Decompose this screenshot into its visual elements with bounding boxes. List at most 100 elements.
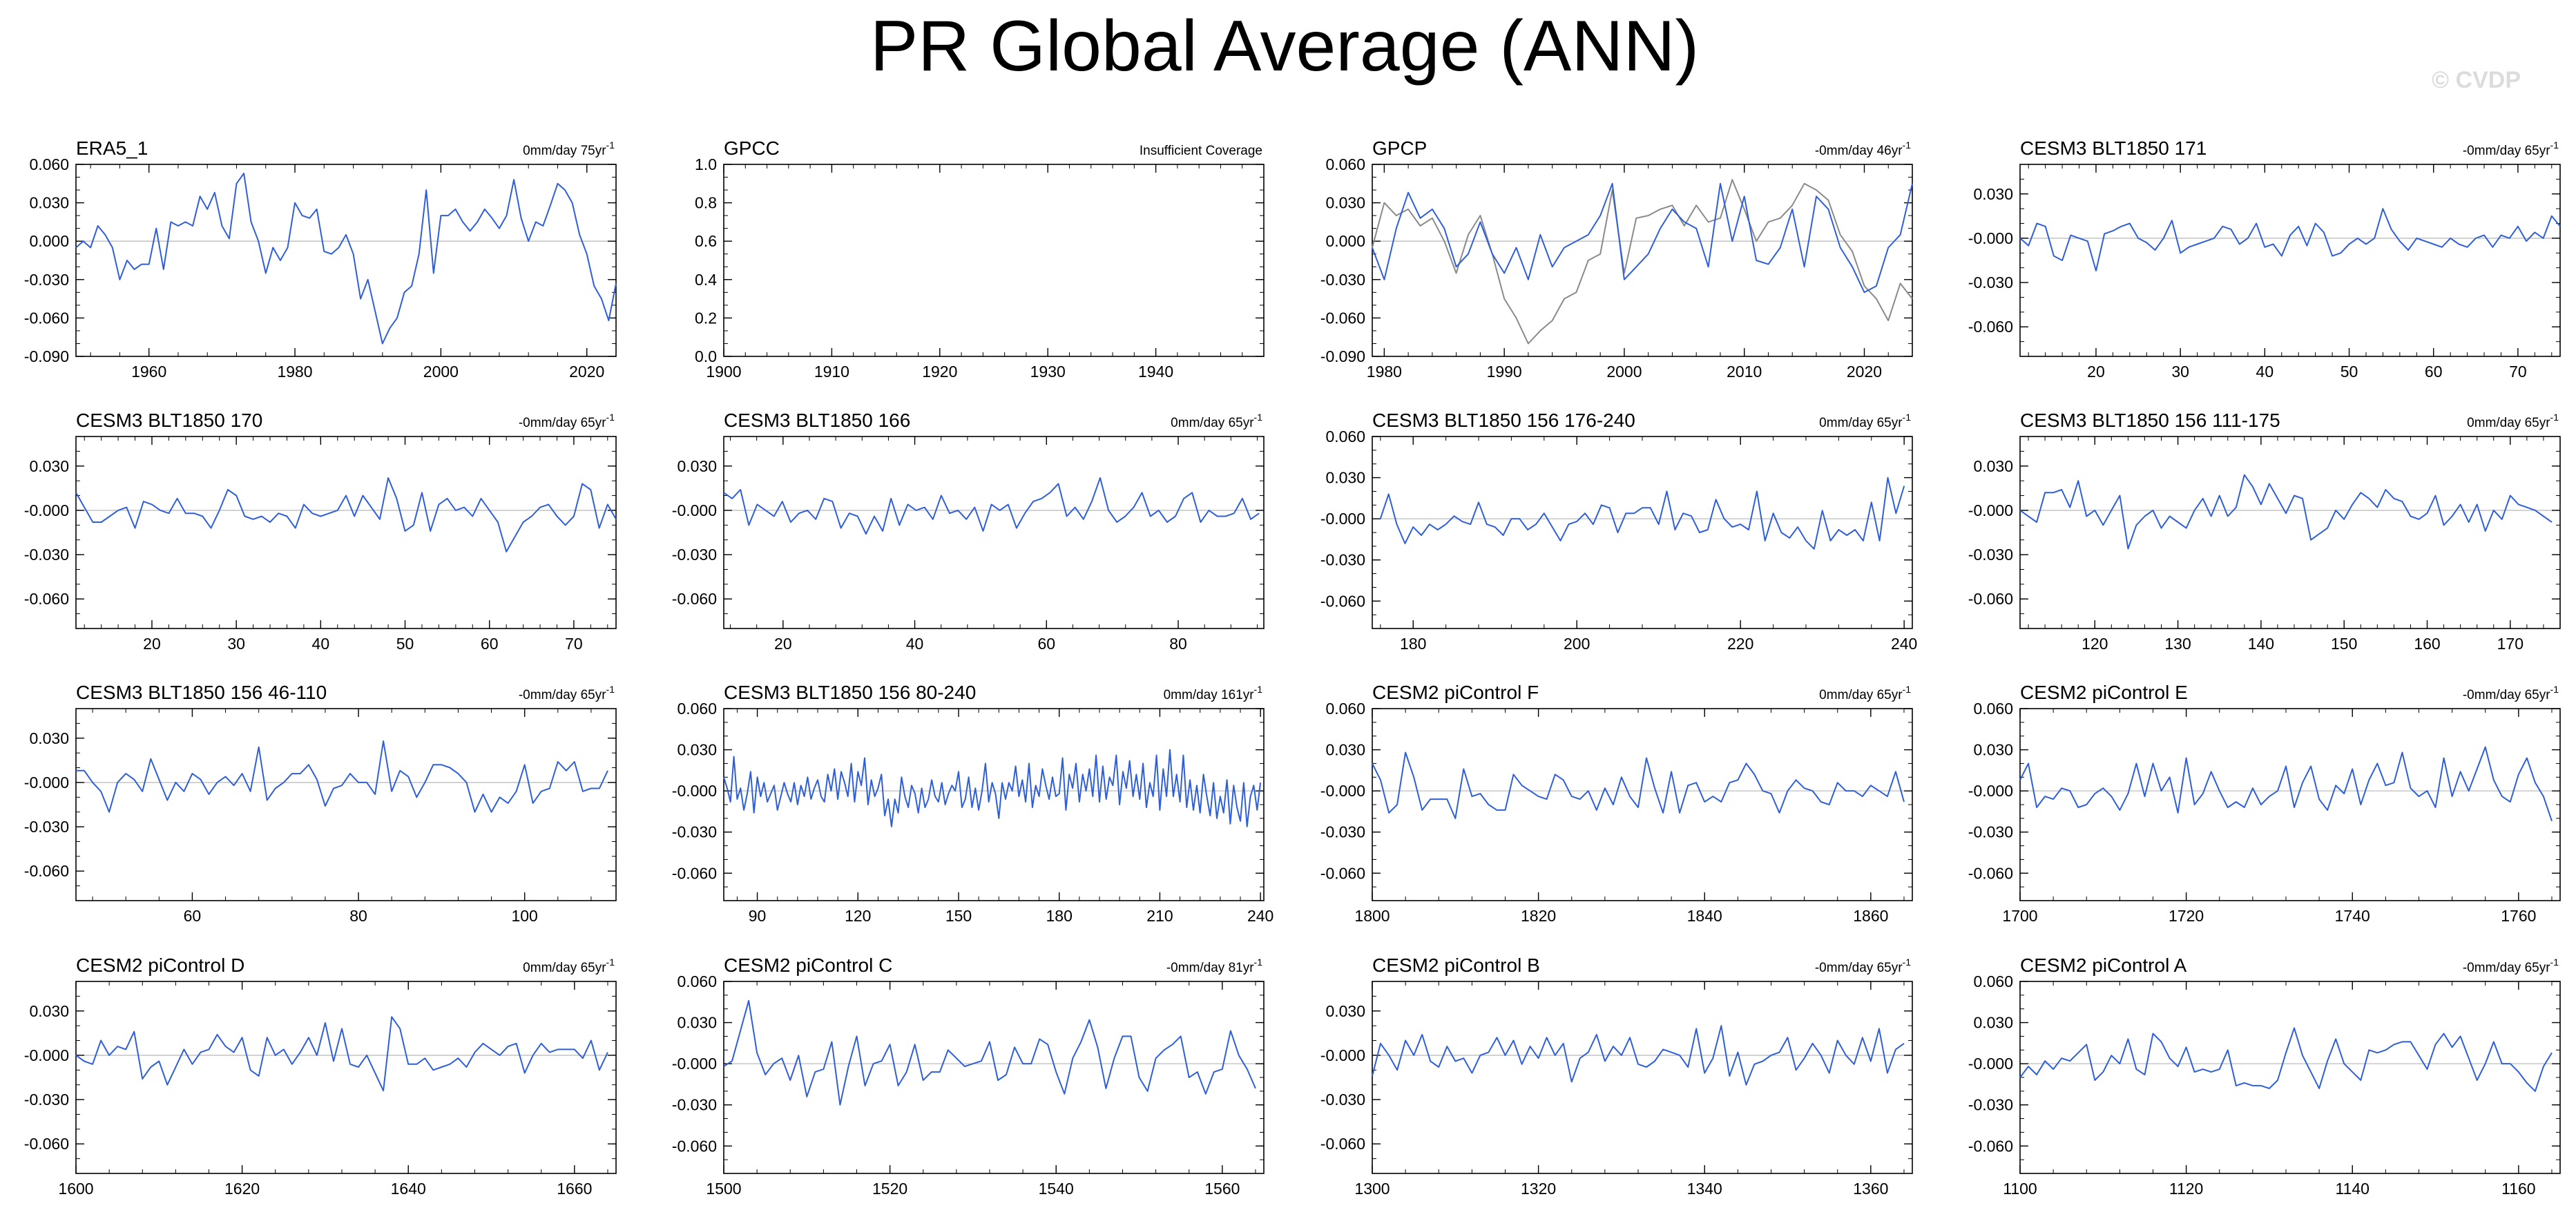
trend-unit-exponent: -1 [606, 412, 615, 423]
y-tick-label: -0.000 [1968, 1055, 2013, 1073]
trend-value: -0mm/day 65yr [2463, 961, 2550, 975]
panel-title: CESM2 piControl E [2020, 682, 2188, 703]
plot-frame [723, 164, 1265, 357]
panel-title: CESM2 piControl F [1372, 682, 1539, 703]
y-tick-label: -0.060 [1968, 590, 2013, 608]
x-tick-label: 50 [396, 635, 414, 653]
panel-title: CESM3 BLT1850 156 111-175 [2020, 410, 2280, 431]
watermark-cvdp: © CVDP [2432, 67, 2521, 93]
plot-frame [2019, 708, 2561, 901]
x-tick-label: 1700 [2002, 907, 2037, 925]
panel-title: GPCP [1372, 137, 1427, 159]
plot-frame [75, 981, 617, 1174]
x-tick-label: 1540 [1039, 1180, 1074, 1198]
y-tick-label: -0.000 [1968, 782, 2013, 800]
x-tick-label: 1600 [58, 1180, 93, 1198]
panel-trend-stat: 0mm/day 75yr-1 [523, 140, 615, 158]
trend-unit-exponent: -1 [2550, 412, 2559, 423]
x-tick-label: 1920 [922, 363, 957, 381]
x-tick-label: 50 [2340, 363, 2358, 381]
y-tick-label: 0.000 [29, 232, 69, 250]
panel: CESM3 BLT1850 171 -0mm/day 65yr-1 0.030 -0.… [1968, 137, 2561, 381]
panel-trend-stat: 0mm/day 65yr-1 [1819, 412, 1911, 430]
trend-value: 0mm/day 65yr [1819, 688, 1903, 702]
x-tick-label: 1500 [706, 1180, 741, 1198]
trend-unit-exponent: -1 [1254, 957, 1263, 968]
panel-trend-stat: -0mm/day 65yr-1 [519, 684, 615, 702]
y-tick-label: -0.000 [24, 501, 69, 519]
x-tick-label: 240 [1891, 635, 1917, 653]
series-line [75, 477, 617, 553]
panel-title: CESM2 piControl A [2020, 954, 2187, 976]
y-tick-label: -0.000 [672, 501, 717, 519]
x-tick-label: 1740 [2335, 907, 2370, 925]
y-tick-label: -0.060 [1320, 864, 1365, 882]
trend-value: 0mm/day 75yr [523, 144, 606, 158]
trend-value: 0mm/day 65yr [1171, 416, 1254, 430]
y-tick-label: -0.060 [24, 309, 69, 327]
y-tick-label: -0.000 [24, 774, 69, 792]
x-tick-label: 180 [1046, 907, 1073, 925]
x-tick-label: 1930 [1030, 363, 1066, 381]
y-tick-label: 0.030 [1973, 185, 2013, 203]
panel-title: CESM3 BLT1850 166 [724, 410, 910, 431]
plot-frame [1372, 981, 1913, 1174]
panel-trend-stat: -0mm/day 65yr-1 [519, 412, 615, 430]
trend-value: -0mm/day 65yr [519, 688, 606, 702]
x-tick-label: 2010 [1727, 363, 1762, 381]
panel-title: CESM2 piControl B [1372, 954, 1540, 976]
x-tick-label: 2020 [1847, 363, 1882, 381]
panel: GPCC Insufficient Coverage 1.0 0.8 0.6 0.4 0.2… [695, 137, 1265, 381]
x-tick-label: 1990 [1487, 363, 1522, 381]
panel: CESM3 BLT1850 156 176-240 0mm/day 65yr-10… [1320, 410, 1918, 653]
panel-trend-stat: -0mm/day 81yr-1 [1166, 957, 1262, 975]
panel: CESM2 piControl F 0mm/day 65yr-1 0.060 0.03… [1320, 682, 1913, 925]
x-tick-label: 1300 [1354, 1180, 1390, 1198]
y-tick-label: 0.030 [677, 741, 717, 759]
y-tick-label: -0.060 [672, 1137, 717, 1155]
panel-title: CESM2 piControl D [76, 954, 244, 976]
plot-frame [75, 708, 617, 901]
panel: CESM2 piControl B -0mm/day 65yr-1 0.030 -0.… [1320, 954, 1913, 1198]
x-tick-label: 30 [227, 635, 245, 653]
series-line [723, 999, 1256, 1106]
x-tick-label: 1360 [1853, 1180, 1888, 1198]
y-tick-label: 0.2 [695, 309, 717, 327]
panel: CESM3 BLT1850 166 0mm/day 65yr-1 0.030 -0.0… [672, 410, 1265, 653]
trend-value: 0mm/day 65yr [2467, 416, 2550, 430]
trend-unit-exponent: -1 [2550, 140, 2559, 151]
y-tick-label: -0.030 [1320, 551, 1365, 569]
x-tick-label: 210 [1146, 907, 1173, 925]
panel: CESM3 BLT1850 170 -0mm/day 65yr-1 0.030 -0.… [24, 410, 617, 653]
plot-frame [723, 708, 1265, 901]
plot-frame [723, 981, 1265, 1174]
panel-title: ERA5_1 [76, 137, 148, 159]
y-tick-label: 0.030 [1973, 457, 2013, 475]
y-tick-label: -0.060 [672, 864, 717, 882]
trend-value: -0mm/day 65yr [2463, 144, 2550, 158]
y-tick-label: -0.060 [672, 590, 717, 608]
y-tick-label: -0.000 [672, 782, 717, 800]
y-tick-label: -0.030 [1320, 1091, 1365, 1109]
x-tick-label: 1120 [2169, 1180, 2203, 1198]
trend-value: -0mm/day 81yr [1166, 961, 1254, 975]
trend-value: 0mm/day 65yr [523, 961, 606, 975]
plot-frame [723, 436, 1265, 629]
y-tick-label: -0.060 [24, 1135, 69, 1153]
trend-unit-exponent: -1 [2550, 957, 2559, 968]
panel-trend-stat: -0mm/day 65yr-1 [2463, 957, 2559, 975]
plot-frame [2019, 164, 2561, 357]
reference-series-line [1372, 179, 1913, 345]
y-tick-label: -0.030 [1320, 823, 1365, 841]
x-tick-label: 80 [349, 907, 367, 925]
y-tick-label: -0.060 [1320, 592, 1365, 610]
panel-trend-stat: -0mm/day 65yr-1 [2463, 140, 2559, 158]
x-tick-label: 2000 [423, 363, 459, 381]
x-tick-label: 20 [774, 635, 792, 653]
y-tick-label: 0.030 [1325, 741, 1365, 759]
x-tick-label: 1900 [706, 363, 741, 381]
y-tick-label: -0.000 [1968, 229, 2013, 247]
y-tick-label: -0.060 [1968, 1137, 2013, 1155]
plot-frame [1372, 708, 1913, 901]
